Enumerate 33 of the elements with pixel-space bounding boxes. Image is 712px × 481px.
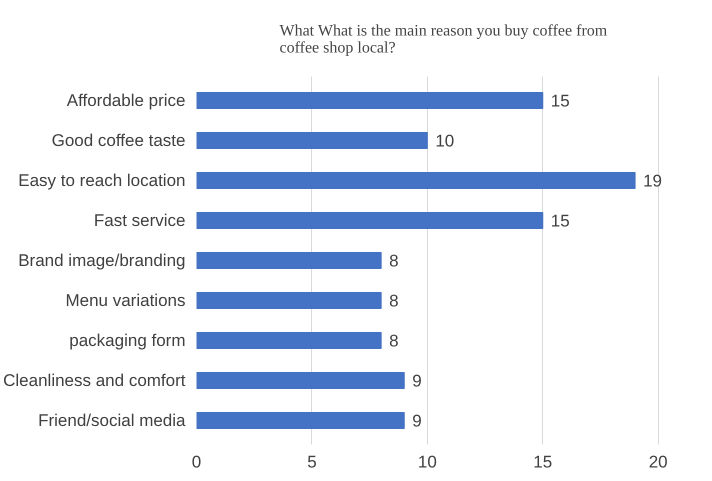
x-tick-label: 20: [648, 452, 668, 472]
data-label: 19: [643, 172, 662, 190]
y-tick-label: Affordable price: [66, 91, 186, 110]
y-tick-label: Cleanliness and comfort: [3, 371, 186, 390]
data-label: 9: [412, 372, 422, 390]
bar: [196, 412, 405, 429]
data-label: 8: [389, 292, 399, 310]
x-tick-label: 10: [418, 452, 437, 472]
chart-title: What What is the main reason you buy coffee from coffee shop local?: [279, 22, 608, 56]
y-tick-label: Fast service: [94, 211, 186, 230]
y-tick-label: Good coffee taste: [52, 131, 186, 150]
bar: [196, 92, 544, 109]
data-label: 15: [550, 92, 570, 110]
bar: [196, 212, 544, 229]
bar: [196, 252, 382, 269]
data-label: 8: [389, 332, 399, 350]
y-tick-label: packaging form: [69, 331, 186, 350]
bar: [196, 172, 636, 189]
y-tick-label: Menu variations: [65, 291, 186, 310]
data-label: 8: [389, 252, 399, 270]
data-label: 9: [412, 412, 422, 430]
bar: [196, 372, 405, 389]
bar: [196, 292, 382, 309]
y-tick-label: Friend/social media: [38, 411, 186, 430]
x-tick-label: 15: [533, 452, 552, 472]
data-label: 10: [435, 132, 454, 150]
bar: [196, 132, 428, 149]
y-tick-label: Brand image/branding: [18, 251, 186, 270]
data-label: 15: [550, 212, 570, 230]
x-tick-label: 5: [307, 452, 317, 472]
y-tick-label: Easy to reach location: [18, 171, 186, 190]
x-tick-label: 0: [192, 452, 202, 472]
bar: [196, 332, 382, 349]
